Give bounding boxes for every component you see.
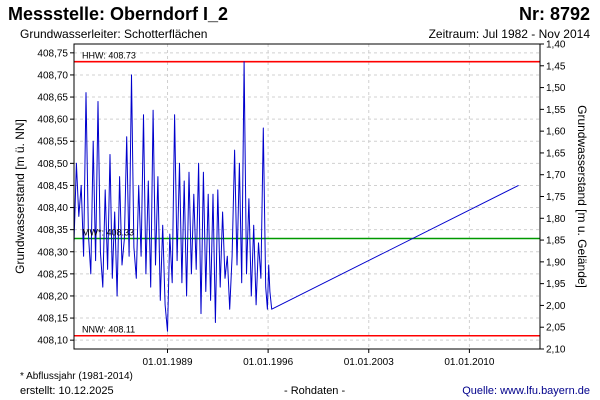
y2-tick-label: 1,85: [546, 236, 566, 247]
series-line: [73, 61, 519, 332]
y2-tick-label: 1,80: [546, 214, 566, 225]
y-tick-label: 408,10: [37, 336, 68, 347]
y2-tick-label: 1,40: [546, 40, 566, 51]
plot-area: [74, 44, 540, 349]
reference-label-nnw: NNW: 408.11: [82, 325, 135, 335]
y2-tick-label: 1,90: [546, 257, 566, 268]
y-tick-label: 408,65: [37, 93, 68, 104]
source-link[interactable]: Quelle: www.lfu.bayern.de: [462, 385, 590, 397]
y-tick-label: 408,45: [37, 181, 68, 192]
reference-label-mw: MW*: 408.33: [82, 227, 134, 237]
y2-tick-label: 1,60: [546, 127, 566, 138]
y2-tick-label: 1,95: [546, 279, 566, 290]
y-tick-label: 408,25: [37, 269, 68, 280]
footnote: * Abflussjahr (1981-2014): [20, 371, 133, 382]
y-tick-label: 408,35: [37, 225, 68, 236]
reference-label-hhw: HHW: 408.73: [82, 51, 136, 61]
y-tick-label: 408,20: [37, 291, 68, 302]
x-tick-label: 01.01.1989: [142, 357, 192, 368]
y2-tick-label: 2,05: [546, 323, 566, 334]
y-axis-label: Grundwasserstand [m ü. NN]: [13, 119, 27, 274]
station-number: Nr: 8792: [518, 4, 590, 24]
y2-tick-label: 1,75: [546, 192, 566, 203]
y-tick-label: 408,15: [37, 314, 68, 325]
y-tick-label: 408,55: [37, 137, 68, 148]
x-tick-label: 01.01.2010: [444, 357, 494, 368]
y2-tick-label: 1,55: [546, 105, 566, 116]
y2-tick-label: 1,45: [546, 61, 566, 72]
y2-tick-label: 2,10: [546, 345, 566, 356]
y-tick-label: 408,60: [37, 115, 68, 126]
y-tick-label: 408,40: [37, 203, 68, 214]
y2-tick-label: 2,00: [546, 301, 566, 312]
period-label: Zeitraum: Jul 1982 - Nov 2014: [428, 27, 590, 41]
chart-title: Messstelle: Oberndorf I_2: [8, 4, 229, 24]
y-tick-label: 408,75: [37, 48, 68, 59]
y2-tick-label: 1,65: [546, 148, 566, 159]
y-tick-label: 408,50: [37, 159, 68, 170]
y2-axis-label: Grundwasserstand [m u. Gelände]: [575, 105, 589, 288]
y2-tick-label: 1,50: [546, 83, 566, 94]
x-tick-label: 01.01.2003: [344, 357, 394, 368]
aquifer-label: Grundwasserleiter: Schotterflächen: [20, 27, 208, 41]
y2-tick-label: 1,70: [546, 170, 566, 181]
raw-data-label: - Rohdaten -: [284, 385, 346, 397]
y-tick-label: 408,70: [37, 70, 68, 81]
x-tick-label: 01.01.1996: [243, 357, 293, 368]
y-tick-label: 408,30: [37, 247, 68, 258]
created-date: erstellt: 10.12.2025: [20, 385, 114, 397]
